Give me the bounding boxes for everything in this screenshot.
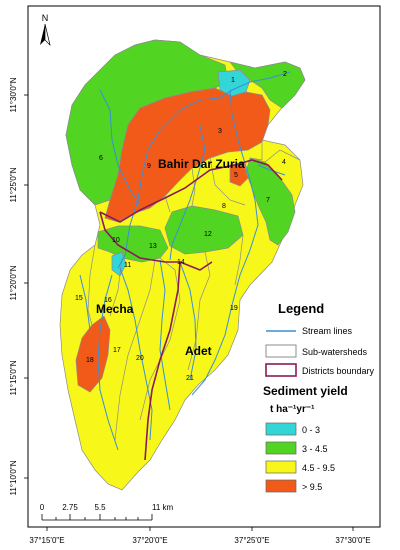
class-swatch xyxy=(265,460,297,474)
subwatershed-number: 16 xyxy=(104,297,112,304)
subwatershed-numbers: 1 2 3 4 5 6 7 8 9 10 11 12 13 14 15 16 1… xyxy=(75,71,287,382)
subwatershed-number: 18 xyxy=(86,357,94,364)
subwatershed-number: 2 xyxy=(283,71,287,78)
lon-label: 37°20'0"E xyxy=(132,536,167,545)
scale-bar: 0 2.75 5.5 11 km xyxy=(40,503,174,521)
class-label: 3 - 4.5 xyxy=(302,444,328,454)
sediment-yield-map xyxy=(59,39,306,491)
sub-watersheds-symbol xyxy=(265,344,297,358)
latitude-ticks xyxy=(24,94,28,479)
subwatershed-number: 14 xyxy=(177,259,185,266)
subwatershed-number: 6 xyxy=(99,155,103,162)
sub-watershed-boundaries xyxy=(87,142,301,441)
subwatershed-number: 19 xyxy=(230,305,238,312)
latitude-labels: 11°30'0"N 11°25'0"N 11°20'0"N 11°15'0"N … xyxy=(9,77,18,495)
lat-label: 11°25'0"N xyxy=(9,167,18,202)
legend-item-label: Districts boundary xyxy=(302,366,375,376)
subwatershed-number: 9 xyxy=(147,163,151,170)
subwatershed-number: 20 xyxy=(136,355,144,362)
subwatershed-number: 10 xyxy=(112,237,120,244)
lat-label: 11°10'0"N xyxy=(9,460,18,495)
class-label: 4.5 - 9.5 xyxy=(302,463,335,473)
subwatershed-number: 3 xyxy=(218,128,222,135)
district-label-bahir-dar-zuria: Bahir Dar Zuria xyxy=(158,157,245,171)
scale-tick-label: 2.75 xyxy=(62,503,78,512)
class-label: > 9.5 xyxy=(302,482,322,492)
legend-title: Legend xyxy=(278,301,324,316)
class-label: 0 - 3 xyxy=(302,425,320,435)
subwatershed-number: 8 xyxy=(222,203,226,210)
lon-label: 37°15'0"E xyxy=(29,536,64,545)
subwatershed-number: 15 xyxy=(75,295,83,302)
class-swatch xyxy=(265,422,297,436)
subwatershed-number: 13 xyxy=(149,243,157,250)
lat-label: 11°30'0"N xyxy=(9,77,18,112)
sub-watershed-11-cyan xyxy=(111,251,127,277)
class-swatch xyxy=(265,479,297,493)
longitude-ticks xyxy=(46,527,354,531)
subwatershed-number: 17 xyxy=(113,347,121,354)
district-label-adet: Adet xyxy=(185,344,212,358)
scale-tick-label: 5.5 xyxy=(94,503,106,512)
subwatershed-number: 5 xyxy=(234,172,238,179)
district-boundaries xyxy=(99,159,283,461)
longitude-labels: 37°15'0"E 37°20'0"E 37°25'0"E 37°30'0"E xyxy=(29,536,370,545)
subwatershed-number: 12 xyxy=(204,231,212,238)
lon-label: 37°30'0"E xyxy=(335,536,370,545)
subwatershed-number: 1 xyxy=(231,77,235,84)
north-arrow: N xyxy=(40,13,51,47)
sediment-yield-unit: t ha⁻¹yr⁻¹ xyxy=(270,404,315,415)
lat-label: 11°15'0"N xyxy=(9,360,18,395)
sediment-yield-title: Sediment yield xyxy=(263,384,348,398)
subwatershed-number: 7 xyxy=(266,197,270,204)
district-label-mecha: Mecha xyxy=(96,302,134,316)
legend-item-label: Sub-watersheds xyxy=(302,347,368,357)
sub-watershed-18-orange xyxy=(75,315,111,393)
legend-item-label: Stream lines xyxy=(302,326,353,336)
districts-boundary-symbol xyxy=(265,363,297,377)
sub-watershed-12-green xyxy=(164,205,244,255)
scale-tick-label: 11 km xyxy=(152,503,174,512)
subwatershed-number: 4 xyxy=(282,159,286,166)
north-arrow-label: N xyxy=(42,13,49,23)
north-arrow-icon xyxy=(40,24,45,45)
subwatershed-number: 21 xyxy=(186,375,194,382)
class-swatch xyxy=(265,441,297,455)
scale-tick-label: 0 xyxy=(40,503,45,512)
lat-label: 11°20'0"N xyxy=(9,265,18,300)
legend: Legend Stream lines Sub-watersheds Distr… xyxy=(263,301,375,493)
sub-watershed-3-9-orange xyxy=(104,87,271,223)
lon-label: 37°25'0"E xyxy=(234,536,269,545)
stream-lines xyxy=(79,71,291,451)
subwatershed-number: 11 xyxy=(124,262,131,269)
